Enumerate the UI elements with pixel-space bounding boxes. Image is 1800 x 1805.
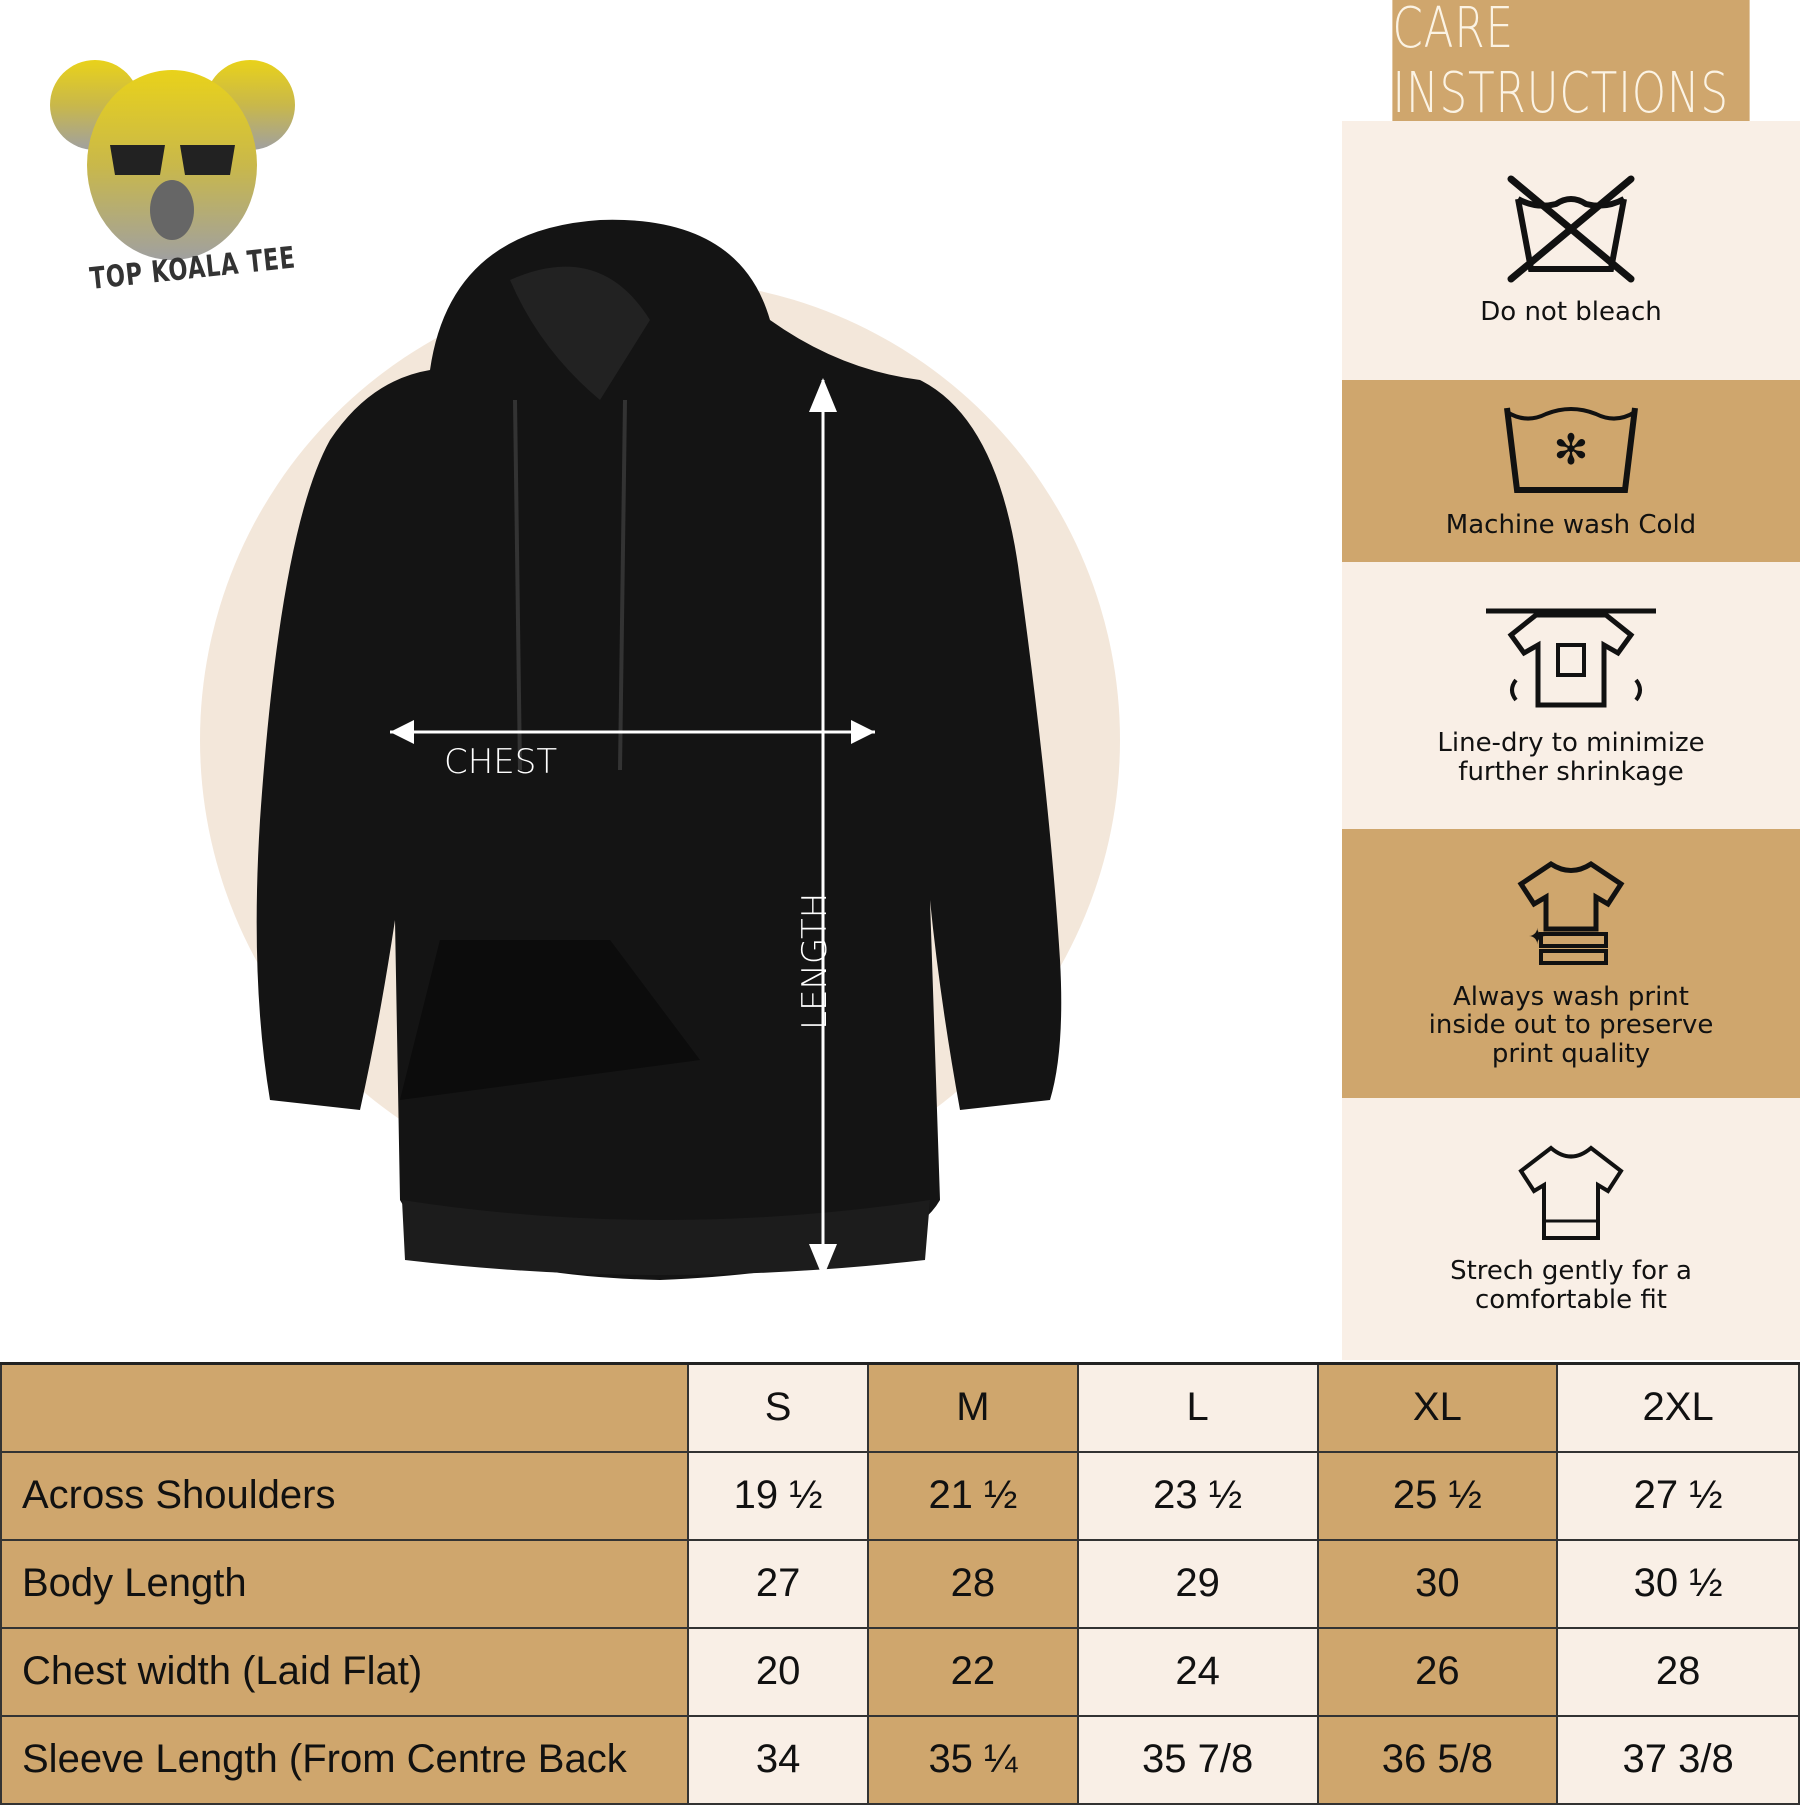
table-row: Chest width (Laid Flat) 20 22 24 26 28 <box>0 1626 1800 1717</box>
svg-text:✦: ✦ <box>1528 925 1546 950</box>
care-title: CARE INSTRUCTIONS <box>1392 0 1750 126</box>
table-cell: 35 7/8 <box>1076 1714 1319 1805</box>
table-cell: 27 <box>687 1538 870 1629</box>
care-item: Do not bleach <box>1342 121 1800 380</box>
table-cell: 21 ½ <box>867 1450 1079 1541</box>
table-row: Body Length 27 28 29 30 30 ½ <box>0 1538 1800 1629</box>
header-cell: S <box>687 1362 870 1453</box>
table-row: Across Shoulders 19 ½ 21 ½ 23 ½ 25 ½ 27 … <box>0 1450 1800 1541</box>
size-chart-table: S M L XL 2XL Across Shoulders 19 ½ 21 ½ … <box>0 1362 1800 1805</box>
table-cell: 28 <box>867 1538 1079 1629</box>
stretch-icon <box>1518 1145 1624 1241</box>
header-cell: 2XL <box>1556 1362 1800 1453</box>
hoodie-image <box>200 219 1120 1281</box>
row-label: Across Shoulders <box>0 1450 690 1541</box>
care-item: Line-dry to minimize further shrinkage <box>1342 562 1800 829</box>
care-item-label: Machine wash Cold <box>1445 510 1697 541</box>
care-item-label: Do not bleach <box>1480 297 1662 328</box>
table-row: Sleeve Length (From Centre Back 34 35 ¼ … <box>0 1714 1800 1805</box>
care-item-label: Strech gently for a comfortable fit <box>1450 1256 1692 1315</box>
row-label: Sleeve Length (From Centre Back <box>0 1714 690 1805</box>
care-item: ✻ Machine wash Cold <box>1342 380 1800 562</box>
table-cell: 23 ½ <box>1076 1450 1319 1541</box>
table-cell: 25 ½ <box>1316 1450 1559 1541</box>
table-cell: 30 ½ <box>1556 1538 1800 1629</box>
table-cell: 34 <box>687 1714 870 1805</box>
table-cell: 24 <box>1076 1626 1319 1717</box>
row-label: Chest width (Laid Flat) <box>0 1626 690 1717</box>
table-cell: 27 ½ <box>1556 1450 1800 1541</box>
inside-out-icon: ✦ <box>1517 860 1625 965</box>
chest-label: CHEST <box>444 742 558 782</box>
table-cell: 35 ¼ <box>867 1714 1079 1805</box>
care-item-label: Always wash print inside out to preserve… <box>1428 981 1714 1069</box>
table-cell: 28 <box>1556 1626 1800 1717</box>
care-item: Strech gently for a comfortable fit <box>1342 1098 1800 1360</box>
care-item: ✦ Always wash print inside out to preser… <box>1342 829 1800 1098</box>
care-item-label: Line-dry to minimize further shrinkage <box>1437 727 1705 787</box>
header-cell <box>0 1362 690 1453</box>
koala-logo <box>50 60 295 260</box>
row-label: Body Length <box>0 1538 690 1629</box>
header-cell: L <box>1076 1362 1319 1453</box>
wash-cold-icon: ✻ <box>1504 407 1638 494</box>
table-cell: 29 <box>1076 1538 1319 1629</box>
table-cell: 22 <box>867 1626 1079 1717</box>
table-cell: 36 5/8 <box>1316 1714 1559 1805</box>
line-dry-icon <box>1486 608 1656 708</box>
table-cell: 20 <box>687 1626 870 1717</box>
measure-arrows <box>390 378 875 1278</box>
no-bleach-icon <box>1507 175 1635 283</box>
table-header-row: S M L XL 2XL <box>0 1362 1800 1453</box>
table-cell: 37 3/8 <box>1556 1714 1800 1805</box>
care-instructions-panel: CARE INSTRUCTIONS Do not bleach ✻ Machin… <box>1342 0 1800 1360</box>
table-cell: 19 ½ <box>687 1450 870 1541</box>
header-cell: M <box>867 1362 1079 1453</box>
table-cell: 30 <box>1316 1538 1559 1629</box>
header-cell: XL <box>1316 1362 1559 1453</box>
table-cell: 26 <box>1316 1626 1559 1717</box>
length-label: LENGTH <box>795 892 835 1030</box>
svg-text:✻: ✻ <box>1553 425 1588 474</box>
